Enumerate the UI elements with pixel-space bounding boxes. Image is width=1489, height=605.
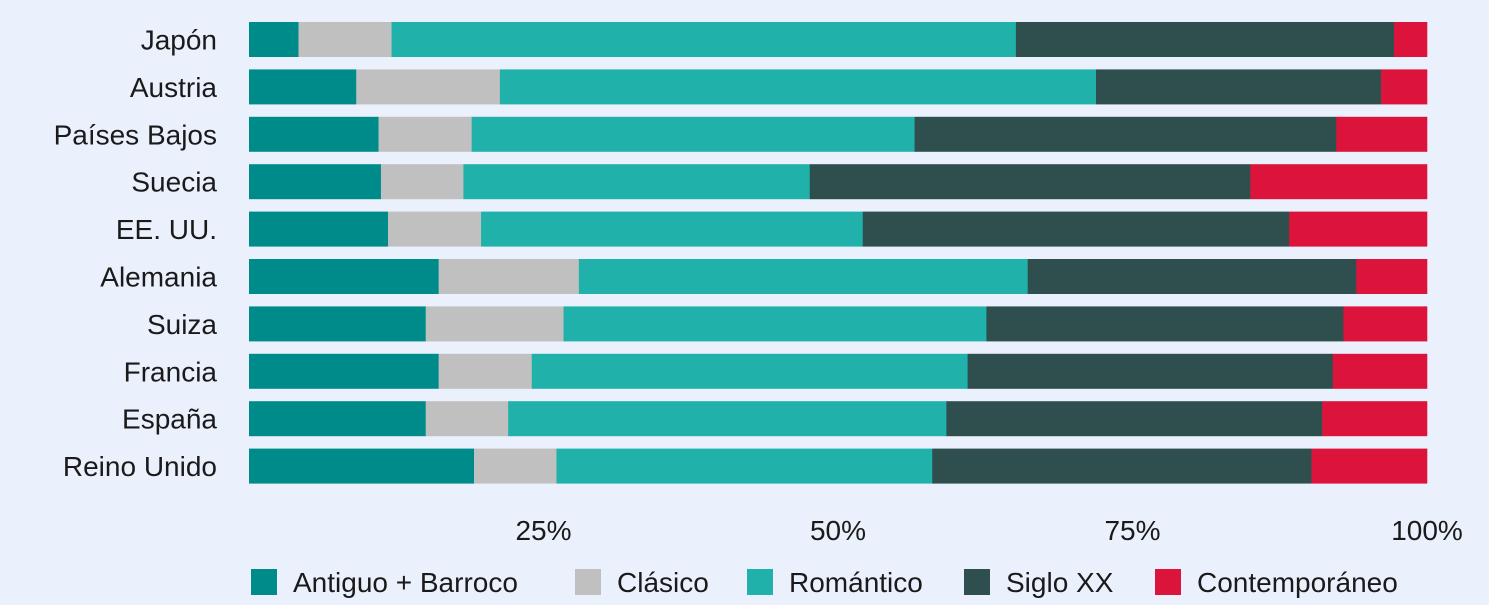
bar-espana-romantico [508, 401, 947, 437]
category-label-francia: Francia [124, 356, 218, 387]
bar-paises-bajos-siglo-xx [914, 116, 1337, 152]
bar-reino-unido-antiguo-barroco [249, 448, 475, 484]
bar-japon-antiguo-barroco [249, 22, 299, 57]
bar-japon-clasico [298, 22, 392, 57]
bar-suecia-siglo-xx [809, 164, 1251, 200]
bar-suiza-siglo-xx [986, 306, 1344, 342]
bar-paises-bajos-contemporaneo [1336, 116, 1428, 152]
bar-ee-uu-siglo-xx [862, 211, 1290, 247]
bar-ee-uu-contemporaneo [1289, 211, 1428, 247]
legend: Antiguo + Barroco Clásico Romántico Siglo X… [251, 567, 1398, 598]
bar-paises-bajos-antiguo-barroco [249, 116, 379, 152]
bar-austria-antiguo-barroco [249, 69, 357, 105]
legend-label-siglo-xx: Siglo XX [1006, 567, 1114, 598]
bar-suecia-romantico [463, 164, 811, 200]
bar-reino-unido-siglo-xx [932, 448, 1312, 484]
category-label-suiza: Suiza [147, 309, 217, 340]
legend-item-contemporaneo: Contemporáneo [1155, 567, 1398, 598]
category-label-austria: Austria [130, 72, 218, 103]
bar-espana-contemporaneo [1322, 401, 1428, 437]
bar-japon-romantico [391, 22, 1017, 57]
x-tick-label-25: 25% [515, 515, 571, 546]
category-label-japon: Japón [141, 25, 217, 56]
bar-ee-uu-romantico [481, 211, 864, 247]
category-label-paises-bajos: Países Bajos [54, 119, 217, 150]
bar-alemania-clasico [438, 259, 580, 294]
category-label-espana: España [122, 404, 217, 435]
bar-suecia-antiguo-barroco [249, 164, 382, 200]
bar-austria-contemporaneo [1381, 69, 1428, 105]
bar-francia-romantico [531, 353, 968, 389]
legend-swatch-siglo-xx [964, 569, 990, 595]
category-label-reino-unido: Reino Unido [63, 451, 217, 482]
x-tick-label-50: 50% [810, 515, 866, 546]
bar-ee-uu-clasico [388, 211, 482, 247]
bar-alemania-siglo-xx [1027, 259, 1357, 294]
bars-layer [249, 22, 1428, 484]
bar-suiza-contemporaneo [1343, 306, 1428, 342]
bar-japon-contemporaneo [1394, 22, 1428, 57]
legend-swatch-clasico [575, 569, 601, 595]
bar-francia-antiguo-barroco [249, 353, 439, 389]
legend-item-antiguo-barroco: Antiguo + Barroco [251, 567, 518, 598]
category-label-alemania: Alemania [100, 262, 217, 293]
category-label-suecia: Suecia [131, 167, 217, 198]
category-labels: Japón Austria Países Bajos Suecia EE. UU. Ale… [54, 25, 218, 483]
bar-francia-clasico [438, 353, 533, 389]
legend-label-antiguo-barroco: Antiguo + Barroco [293, 567, 518, 598]
bar-alemania-romantico [578, 259, 1028, 294]
bar-austria-clasico [356, 69, 501, 105]
legend-label-clasico: Clásico [617, 567, 709, 598]
category-label-ee-uu: EE. UU. [116, 214, 217, 245]
bar-espana-clasico [425, 401, 509, 437]
bar-espana-siglo-xx [946, 401, 1323, 437]
bar-suiza-romantico [563, 306, 987, 342]
bar-austria-romantico [499, 69, 1097, 105]
x-tick-label-100: 100% [1391, 515, 1463, 546]
bar-espana-antiguo-barroco [249, 401, 426, 437]
bar-reino-unido-contemporaneo [1311, 448, 1428, 484]
x-axis-ticks: 25% 50% 75% 100% [515, 515, 1462, 546]
bar-reino-unido-clasico [474, 448, 557, 484]
bar-suiza-antiguo-barroco [249, 306, 426, 342]
bar-suecia-clasico [380, 164, 464, 200]
bar-japon-siglo-xx [1015, 22, 1395, 57]
bar-suiza-clasico [425, 306, 564, 342]
bar-reino-unido-romantico [556, 448, 933, 484]
bar-francia-siglo-xx [967, 353, 1334, 389]
legend-item-siglo-xx: Siglo XX [964, 567, 1114, 598]
bar-austria-siglo-xx [1095, 69, 1382, 105]
bar-alemania-contemporaneo [1356, 259, 1428, 294]
legend-item-romantico: Romántico [747, 567, 923, 598]
legend-label-contemporaneo: Contemporáneo [1197, 567, 1398, 598]
legend-swatch-antiguo-barroco [251, 569, 277, 595]
x-tick-label-75: 75% [1104, 515, 1160, 546]
bar-suecia-contemporaneo [1250, 164, 1428, 200]
legend-item-clasico: Clásico [575, 567, 709, 598]
bar-paises-bajos-clasico [378, 116, 472, 152]
bar-paises-bajos-romantico [471, 116, 915, 152]
legend-swatch-contemporaneo [1155, 569, 1181, 595]
bar-alemania-antiguo-barroco [249, 259, 439, 294]
bar-francia-contemporaneo [1332, 353, 1428, 389]
legend-swatch-romantico [747, 569, 773, 595]
legend-label-romantico: Romántico [789, 567, 923, 598]
bar-ee-uu-antiguo-barroco [249, 211, 389, 247]
